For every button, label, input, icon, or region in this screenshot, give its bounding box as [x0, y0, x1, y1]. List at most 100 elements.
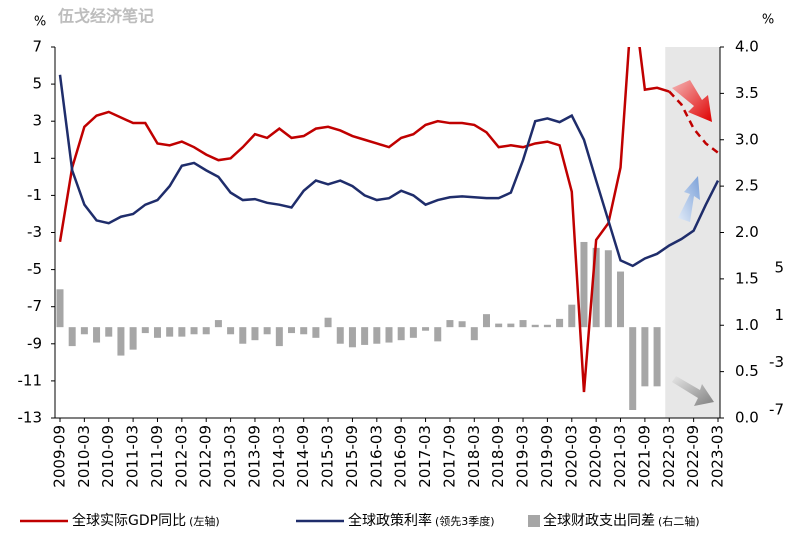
line — [58, 74, 720, 268]
y2-tick-label: 0.5 — [735, 362, 759, 380]
bar — [312, 327, 320, 338]
bar — [568, 304, 576, 328]
y-tick-label: -13 — [18, 409, 43, 427]
legend-swatch — [528, 515, 540, 527]
bar — [446, 320, 454, 328]
bar — [580, 241, 588, 328]
bar — [458, 321, 466, 328]
bar — [556, 318, 564, 328]
x-tick-label: 2020-03 — [562, 425, 580, 488]
y-tick-label: -3 — [27, 223, 42, 241]
y2-tick-label: 3.0 — [735, 130, 759, 148]
bar — [178, 327, 186, 337]
x-tick-label: 2019-03 — [514, 425, 532, 488]
x-tick-label: 2014-09 — [294, 425, 312, 488]
x-tick-label: 2013-09 — [245, 425, 263, 488]
bar — [214, 320, 222, 328]
bar — [105, 327, 113, 337]
bar — [153, 327, 161, 338]
bar — [251, 327, 259, 341]
bar — [263, 327, 271, 335]
bar — [80, 327, 88, 335]
bar — [202, 327, 210, 335]
bar — [68, 327, 76, 347]
x-tick-label: 2021-03 — [611, 425, 629, 488]
watermark: 伍戈经济笔记 — [57, 7, 154, 26]
y-tick-label: 3 — [32, 112, 42, 130]
x-tick-label: 2021-09 — [635, 425, 653, 488]
bar — [385, 327, 393, 343]
arrow-up-blue — [678, 176, 700, 222]
x-tick-label: 2009-09 — [51, 425, 69, 488]
x-tick-label: 2012-09 — [197, 425, 215, 488]
bar — [56, 289, 64, 328]
bar — [434, 327, 442, 342]
bar — [348, 327, 356, 348]
bar — [617, 271, 625, 328]
x-tick-label: 2015-09 — [343, 425, 361, 488]
y-tick-label: 7 — [32, 38, 42, 56]
bar — [422, 327, 430, 331]
y-tick-label: 1 — [32, 149, 42, 167]
x-tick-label: 2022-03 — [660, 425, 678, 488]
x-tick-label: 2014-03 — [270, 425, 288, 488]
y3-tick-label: 1 — [774, 306, 784, 324]
bar — [482, 314, 490, 328]
bar — [324, 317, 332, 328]
x-tick-label: 2019-09 — [538, 425, 556, 488]
bar — [373, 327, 381, 344]
legend: 全球实际GDP同比 (左轴) 全球政策利率 (领先3季度) 全球财政支出同差 (右二轴) — [20, 512, 700, 529]
x-tick-label: 2017-03 — [416, 425, 434, 488]
bar — [117, 327, 125, 356]
x-tick-label: 2020-09 — [587, 425, 605, 488]
y-tick-label: -1 — [27, 186, 42, 204]
legend-label: 全球政策利率 — [348, 512, 432, 529]
bar — [543, 324, 551, 328]
bar — [592, 247, 600, 328]
y2-tick-label: 4.0 — [735, 38, 759, 56]
y-unit: % — [34, 15, 46, 30]
y3-tick-label: -7 — [769, 401, 784, 419]
x-tick-label: 2011-03 — [124, 425, 142, 488]
bar — [93, 327, 101, 343]
y2-tick-label: 2.5 — [735, 177, 759, 195]
bar — [227, 327, 235, 335]
y2-tick-label: 2.0 — [735, 223, 759, 241]
legend-note: (领先3季度) — [435, 514, 495, 528]
x-tick-label: 2022-09 — [684, 425, 702, 488]
x-tick-label: 2013-03 — [221, 425, 239, 488]
bar — [397, 327, 405, 341]
y-tick-label: -11 — [18, 371, 43, 389]
bar — [190, 327, 198, 335]
y-tick-label: -5 — [27, 260, 42, 278]
y-tick-label: -9 — [27, 334, 42, 352]
x-tick-label: 2018-03 — [465, 425, 483, 488]
bar — [166, 327, 174, 337]
y2-tick-label: 1.0 — [735, 316, 759, 334]
y3-tick-label: -3 — [769, 353, 784, 371]
line — [58, 47, 670, 393]
arrow-down-red — [672, 80, 712, 122]
y2-unit: % — [762, 13, 774, 28]
bar — [641, 327, 649, 387]
bar — [507, 323, 515, 328]
legend-label: 全球财政支出同差 — [543, 512, 655, 529]
bar — [519, 320, 527, 328]
x-tick-label: 2011-09 — [148, 425, 166, 488]
x-tick-label: 2012-03 — [172, 425, 190, 488]
y-tick-label: -7 — [27, 297, 42, 315]
x-tick-label: 2023-03 — [709, 425, 727, 488]
y2-tick-label: 3.5 — [735, 84, 759, 102]
y3-tick-label: 5 — [774, 259, 784, 277]
bar — [629, 327, 637, 410]
y2-tick-label: 0.0 — [735, 409, 759, 427]
x-tick-label: 2017-09 — [440, 425, 458, 488]
bar — [604, 250, 612, 328]
bar — [361, 327, 369, 345]
bar — [495, 323, 503, 328]
bar — [288, 327, 296, 334]
bar — [300, 327, 308, 335]
bar — [239, 327, 247, 344]
